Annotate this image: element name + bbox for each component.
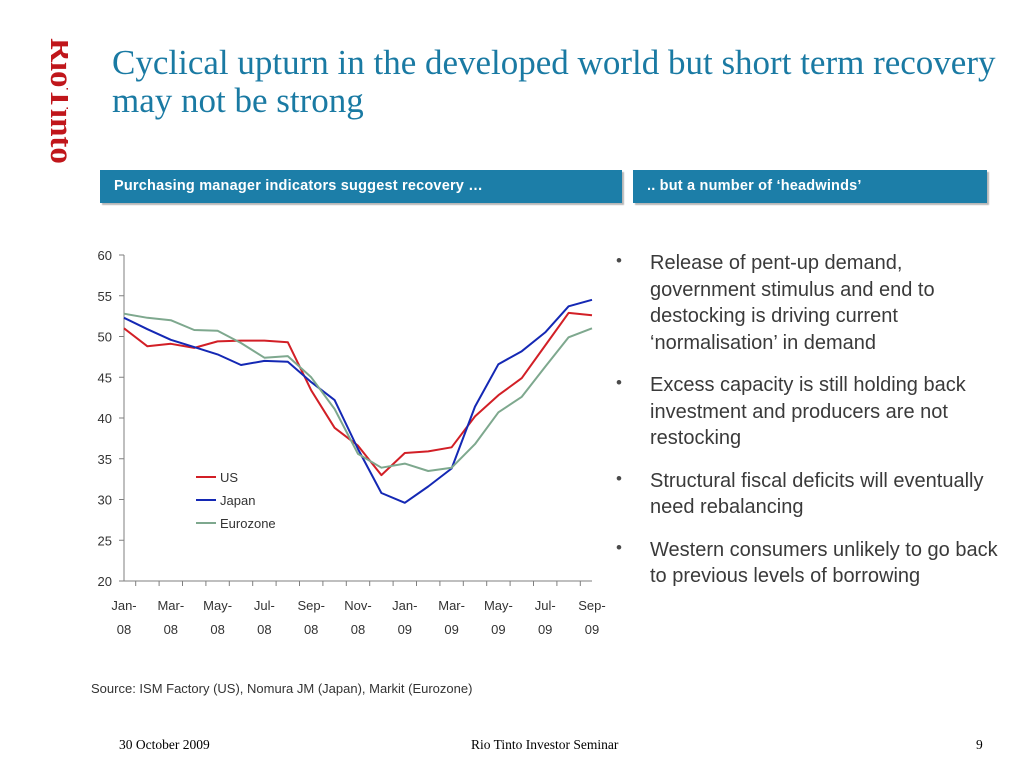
logo-text: RioTinto [43, 38, 68, 164]
x-tick-label-month: May- [203, 598, 232, 613]
series-line-eurozone [123, 312, 593, 472]
y-tick-label: 55 [98, 289, 112, 304]
y-tick-label: 30 [98, 493, 112, 508]
bullet-item: • Release of pent-up demand, government s… [616, 250, 1011, 356]
x-tick-label-month: Mar- [157, 598, 184, 613]
x-tick-label-year: 08 [164, 622, 178, 637]
x-tick-label-year: 09 [444, 622, 458, 637]
x-tick-label-year: 08 [304, 622, 318, 637]
bullet-text: Structural fiscal deficits will eventual… [650, 469, 984, 519]
series-line-us [123, 311, 593, 477]
x-tick-label-month: Sep- [578, 598, 605, 613]
x-tick-label-year: 08 [210, 622, 224, 637]
x-tick-label-year: 08 [351, 622, 365, 637]
series-line-japan [123, 298, 593, 504]
footer-event-title: Rio Tinto Investor Seminar [471, 737, 619, 752]
y-tick-label: 45 [98, 370, 112, 385]
bullet-text: Excess capacity is still holding back in… [650, 374, 966, 449]
x-tick-label-month: Nov- [344, 598, 371, 613]
chart-svg: 20 25 30 35 40 45 50 55 60 Jan- 08 Mar- 08 May- 08 Jul-… [98, 248, 606, 637]
bullet-icon: • [616, 251, 622, 270]
y-tick-label: 35 [98, 452, 112, 467]
x-tick-label-month: Sep- [297, 598, 324, 613]
legend-label: US [220, 470, 238, 485]
bullet-item: • Excess capacity is still holding back i… [616, 372, 1011, 452]
bullet-text: Release of pent-up demand, government st… [650, 252, 935, 354]
logo-svg: RioTinto [43, 38, 68, 164]
y-tick-label: 60 [98, 248, 112, 263]
x-tick-label-month: Jul- [254, 598, 275, 613]
bullet-icon: • [616, 373, 622, 392]
x-tick-label-month: Mar- [438, 598, 465, 613]
x-tick-label-month: Jan- [111, 598, 136, 613]
x-tick-label-year: 09 [538, 622, 552, 637]
y-tick-label: 20 [98, 574, 112, 589]
rio-tinto-logo: RioTinto [2, 36, 68, 196]
footer-date: 30 October 2009 [119, 737, 210, 752]
x-tick-label-year: 09 [585, 622, 599, 637]
legend-label: Japan [220, 493, 255, 508]
x-tick-label-year: 09 [398, 622, 412, 637]
bullet-icon: • [616, 468, 622, 488]
pmi-line-chart: 20 25 30 35 40 45 50 55 60 Jan- 08 Mar- 08 May- 08 Jul-… [60, 235, 640, 655]
bullet-item: • Western consumers unlikely to go back t… [616, 537, 1011, 590]
bullet-icon: • [616, 537, 622, 557]
y-tick-label: 25 [98, 533, 112, 548]
left-section-banner: Purchasing manager indicators suggest re… [100, 170, 622, 203]
page-number: 9 [976, 737, 983, 752]
legend-label: Eurozone [220, 516, 276, 531]
right-section-banner: .. but a number of ‘headwinds’ [633, 170, 987, 203]
x-tick-label-month: Jul- [535, 598, 556, 613]
bullet-item: • Structural fiscal deficits will eventua… [616, 468, 1011, 521]
x-tick-label-year: 08 [257, 622, 271, 637]
x-tick-label-month: May- [484, 598, 513, 613]
chart-source-note: Source: ISM Factory (US), Nomura JM (Jap… [91, 681, 473, 696]
x-tick-label-year: 09 [491, 622, 505, 637]
bullet-text: Western consumers unlikely to go back to… [650, 538, 998, 588]
slide-title: Cyclical upturn in the developed world b… [112, 43, 996, 120]
x-tick-label-year: 08 [117, 622, 131, 637]
x-tick-label-month: Jan- [392, 598, 417, 613]
y-tick-label: 40 [98, 411, 112, 426]
headwinds-bullet-list: • Release of pent-up demand, government s… [616, 250, 1011, 606]
y-tick-label: 50 [98, 330, 112, 345]
